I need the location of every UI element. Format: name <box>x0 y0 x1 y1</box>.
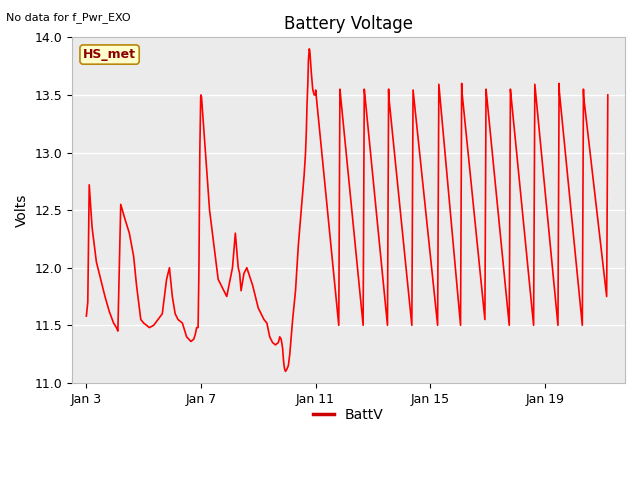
Legend: BattV: BattV <box>308 403 389 428</box>
Text: No data for f_Pwr_EXO: No data for f_Pwr_EXO <box>6 12 131 23</box>
Title: Battery Voltage: Battery Voltage <box>284 15 413 33</box>
Text: HS_met: HS_met <box>83 48 136 61</box>
Y-axis label: Volts: Volts <box>15 193 29 227</box>
